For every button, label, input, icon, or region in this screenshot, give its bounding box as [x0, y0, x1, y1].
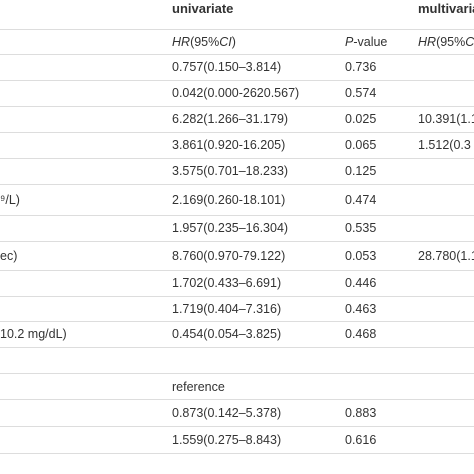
hr-ci-subheader: HR(95%CI) [172, 35, 236, 49]
univariate-hr: 0.042(0.000-2620.567) [172, 86, 300, 100]
univariate-hr: 0.757(0.150–3.814) [172, 60, 282, 74]
table-row: 0.042(0.000-2620.567) 0.574 [0, 81, 474, 107]
univariate-p: 0.474 [345, 193, 377, 207]
table-row: ⁹/L) 2.169(0.260-18.101) 0.474 [0, 185, 474, 216]
univariate-p: 0.736 [345, 60, 377, 74]
table-row: 0.873(0.142–5.378) 0.883 [0, 400, 474, 427]
univariate-p: 0.883 [345, 406, 377, 420]
univariate-hr: 1.719(0.404–7.316) [172, 302, 282, 316]
univariate-p: 0.468 [345, 327, 377, 341]
univariate-hr: 6.282(1.266–31.179) [172, 112, 289, 126]
multivariate-header: multivaria [418, 1, 474, 16]
table-row: reference [0, 374, 474, 400]
univariate-hr: 0.454(0.054–3.825) [172, 327, 282, 341]
univariate-p: 0.463 [345, 302, 377, 316]
univariate-p: 0.446 [345, 276, 377, 290]
table-row: ec) 8.760(0.970-79.122) 0.053 28.780(1.1 [0, 242, 474, 271]
row-label: ec) [0, 249, 18, 263]
univariate-p: 0.616 [345, 433, 377, 447]
multivariate-hr: 28.780(1.1 [418, 249, 474, 263]
table-row: 0.757(0.150–3.814) 0.736 [0, 55, 474, 81]
univariate-p: 0.025 [345, 112, 377, 126]
univariate-hr: 3.575(0.701–18.233) [172, 164, 289, 178]
table-row: 1.702(0.433–6.691) 0.446 [0, 271, 474, 297]
univariate-p: 0.125 [345, 164, 377, 178]
row-label: 10.2 mg/dL) [0, 327, 67, 341]
table-row: 1.957(0.235–16.304) 0.535 [0, 216, 474, 242]
table-row: 3.861(0.920-16.205) 0.065 1.512(0.3 [0, 133, 474, 159]
table-row [0, 348, 474, 374]
univariate-hr: 1.559(0.275–8.843) [172, 433, 282, 447]
table-header-row: univariate multivaria [0, 0, 474, 30]
univariate-hr: 3.861(0.920-16.205) [172, 138, 286, 152]
univariate-p: 0.065 [345, 138, 377, 152]
table-row: 6.282(1.266–31.179) 0.025 10.391(1.1 [0, 107, 474, 133]
univariate-p: 0.053 [345, 249, 377, 263]
univariate-p: 0.535 [345, 221, 377, 235]
univariate-hr: 2.169(0.260-18.101) [172, 193, 286, 207]
univariate-hr: 1.702(0.433–6.691) [172, 276, 282, 290]
table-subheader-row: HR(95%CI) P-value HR(95%C [0, 30, 474, 55]
univariate-p: 0.574 [345, 86, 377, 100]
table-row: 10.2 mg/dL) 0.454(0.054–3.825) 0.468 [0, 322, 474, 348]
univariate-hr: 8.760(0.970-79.122) [172, 249, 286, 263]
univariate-hr: 1.957(0.235–16.304) [172, 221, 289, 235]
multivariate-hr: 10.391(1.1 [418, 112, 474, 126]
table-row: 1.719(0.404–7.316) 0.463 [0, 297, 474, 322]
univariate-hr: 0.873(0.142–5.378) [172, 406, 282, 420]
table-row: 1.559(0.275–8.843) 0.616 [0, 427, 474, 454]
univariate-hr: reference [172, 380, 225, 394]
multivariate-hr-ci-subheader: HR(95%C [418, 35, 474, 49]
table-row: 3.575(0.701–18.233) 0.125 [0, 159, 474, 185]
multivariate-hr: 1.512(0.3 [418, 138, 471, 152]
univariate-header: univariate [172, 1, 234, 16]
p-value-subheader: P-value [345, 35, 388, 49]
row-label: ⁹/L) [0, 193, 20, 207]
